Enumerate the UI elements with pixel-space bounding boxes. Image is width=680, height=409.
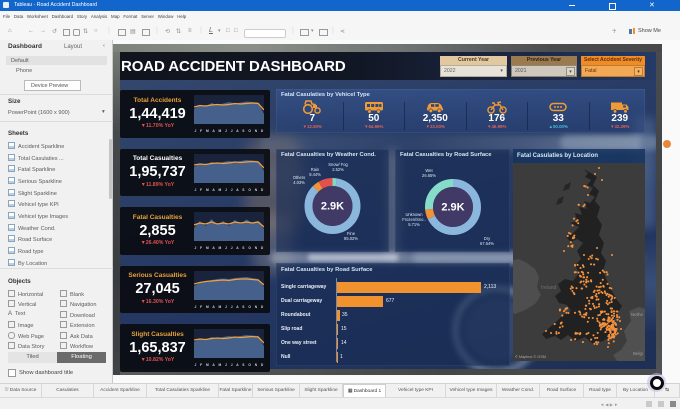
svg-text:Ireland: Ireland [541, 285, 557, 291]
svg-text:Nethe: Nethe [631, 312, 644, 317]
svg-text:© Mapbox © OSM: © Mapbox © OSM [515, 355, 546, 359]
svg-text:2.9K: 2.9K [441, 202, 464, 214]
svg-text:Belgi: Belgi [633, 351, 643, 356]
svg-text:2.9K: 2.9K [321, 201, 344, 213]
